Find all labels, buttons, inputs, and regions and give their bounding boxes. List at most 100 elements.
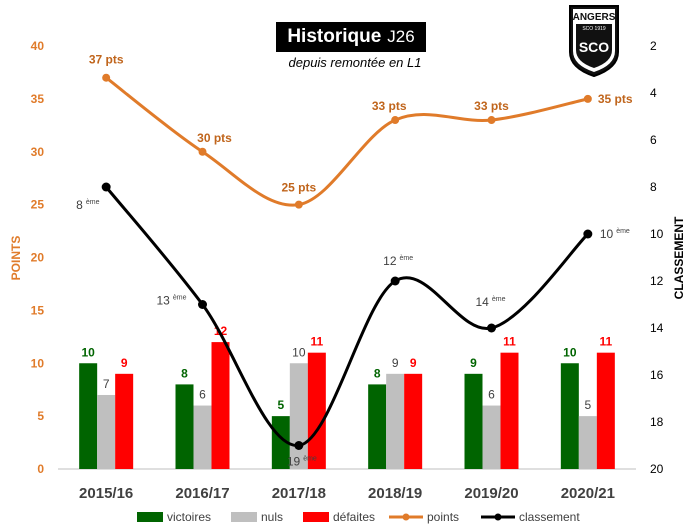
points-label: 30 pts bbox=[197, 131, 232, 145]
classement-marker bbox=[294, 441, 304, 450]
bar-defaites bbox=[596, 352, 615, 469]
angers-sco-logo: ANGERS SCO 1919 SCO bbox=[569, 5, 619, 78]
bar-victoires bbox=[79, 363, 98, 469]
bar-defaites bbox=[500, 352, 519, 469]
y-right-tick-label: 20 bbox=[650, 462, 664, 476]
bar-nuls-label: 9 bbox=[392, 356, 399, 370]
classement-marker bbox=[583, 229, 593, 239]
bar-nuls-label: 6 bbox=[199, 388, 206, 402]
bar-defaites-label: 11 bbox=[310, 335, 323, 349]
bar-victoires-label: 9 bbox=[470, 356, 477, 370]
y-right-tick-label: 8 bbox=[650, 180, 657, 194]
points-marker bbox=[391, 116, 400, 125]
points-marker bbox=[583, 94, 592, 103]
legend-classement-marker bbox=[494, 513, 502, 521]
bar-nuls-label: 7 bbox=[103, 377, 110, 391]
logo-badge-text: SCO 1919 bbox=[582, 26, 606, 32]
bar-defaites-label: 11 bbox=[599, 335, 612, 349]
bar-victoires bbox=[271, 416, 290, 469]
logo-letters: SCO bbox=[579, 39, 609, 55]
points-marker bbox=[294, 200, 303, 209]
title-suffix: J26 bbox=[387, 27, 415, 46]
points-label: 33 pts bbox=[372, 99, 407, 113]
legend-victoires-swatch bbox=[137, 512, 163, 522]
classement-marker bbox=[390, 276, 400, 286]
y-right-tick-label: 4 bbox=[650, 86, 657, 100]
x-tick-label: 2017/18 bbox=[272, 485, 326, 502]
points-line bbox=[105, 76, 589, 207]
x-tick-label: 2019/20 bbox=[464, 485, 518, 502]
x-tick-label: 2015/16 bbox=[79, 485, 133, 502]
bar-nuls bbox=[193, 405, 212, 469]
bar-defaites bbox=[115, 373, 134, 469]
classement-marker bbox=[101, 182, 111, 192]
points-label: 25 pts bbox=[281, 181, 316, 195]
bar-defaites bbox=[211, 342, 230, 469]
points-label: 35 pts bbox=[598, 92, 633, 106]
legend-victoires-label: victoires bbox=[167, 510, 211, 524]
y-left-tick-label: 20 bbox=[31, 251, 45, 265]
y-left-tick-label: 15 bbox=[31, 303, 45, 317]
classement-label: 13 ème bbox=[157, 294, 187, 308]
y-left-tick-label: 5 bbox=[37, 409, 44, 423]
y-left-tick-label: 35 bbox=[31, 92, 45, 106]
chart-title: Historique J26 bbox=[276, 22, 426, 52]
y-right-axis-title: CLASSEMENT bbox=[672, 216, 686, 299]
y-right-tick-label: 14 bbox=[650, 321, 664, 335]
bar-victoires bbox=[175, 384, 194, 469]
chart-subtitle: depuis remontée en L1 bbox=[288, 55, 422, 70]
legend-defaites-swatch bbox=[303, 512, 329, 522]
classement-label-suffix: ème bbox=[303, 456, 317, 463]
x-tick-label: 2020/21 bbox=[561, 485, 615, 502]
bar-victoires-label: 8 bbox=[181, 366, 188, 380]
y-right-tick-label: 18 bbox=[650, 415, 664, 429]
bar-victoires-label: 10 bbox=[563, 345, 577, 359]
y-right-tick-label: 6 bbox=[650, 133, 657, 147]
bar-defaites-label: 9 bbox=[121, 356, 128, 370]
legend-nuls-swatch bbox=[231, 512, 257, 522]
classement-label-suffix: ème bbox=[173, 295, 187, 302]
y-left-tick-label: 10 bbox=[31, 356, 45, 370]
classement-label: 12 ème bbox=[383, 254, 413, 268]
y-right-tick-label: 10 bbox=[650, 227, 664, 241]
classement-label-suffix: ème bbox=[400, 255, 414, 262]
classement-label-suffix: ème bbox=[492, 296, 506, 303]
bar-victoires bbox=[464, 373, 483, 469]
bar-nuls-label: 5 bbox=[584, 398, 591, 412]
bar-defaites-label: 11 bbox=[503, 335, 516, 349]
y-right-tick-label: 16 bbox=[650, 368, 664, 382]
classement-label: 8 ème bbox=[76, 198, 99, 212]
bar-nuls bbox=[289, 363, 308, 469]
y-left-tick-label: 25 bbox=[31, 198, 45, 212]
classement-label: 10 ème bbox=[600, 227, 630, 241]
bar-nuls-label: 10 bbox=[292, 345, 306, 359]
classement-marker bbox=[487, 323, 496, 333]
bar-victoires bbox=[560, 363, 579, 469]
y-left-tick-label: 40 bbox=[31, 39, 45, 53]
y-left-tick-label: 0 bbox=[37, 462, 44, 476]
bar-nuls-label: 6 bbox=[488, 388, 495, 402]
legend-defaites-label: défaites bbox=[333, 510, 375, 524]
classement-label: 14 ème bbox=[476, 295, 506, 309]
title-text: Historique bbox=[287, 26, 382, 47]
x-tick-label: 2016/17 bbox=[175, 485, 229, 502]
bar-victoires-label: 5 bbox=[277, 398, 284, 412]
points-label: 37 pts bbox=[89, 53, 124, 67]
bar-nuls bbox=[578, 416, 597, 469]
classement-label-suffix: ème bbox=[616, 228, 630, 235]
legend-points-label: points bbox=[427, 510, 459, 524]
points-marker bbox=[198, 147, 207, 156]
classement-marker bbox=[198, 300, 207, 309]
x-tick-label: 2018/19 bbox=[368, 485, 422, 502]
legend-points-marker bbox=[402, 513, 410, 521]
bar-nuls bbox=[482, 405, 501, 469]
legend-nuls-label: nuls bbox=[261, 510, 283, 524]
points-marker bbox=[487, 116, 496, 125]
bar-victoires-label: 8 bbox=[374, 366, 381, 380]
bar-defaites bbox=[404, 373, 423, 469]
y-right-tick-label: 12 bbox=[650, 274, 664, 288]
points-marker bbox=[102, 73, 111, 82]
classement-label-suffix: ème bbox=[86, 199, 100, 206]
